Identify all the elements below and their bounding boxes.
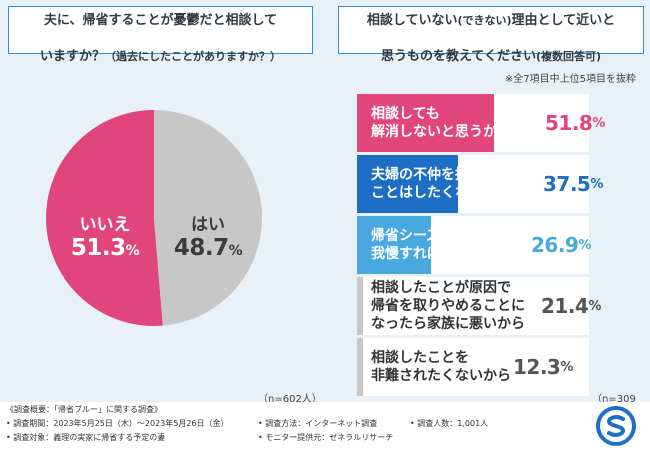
pie-label-yes: はい 48.7% [158,210,258,261]
bar-fill-1 [363,94,494,152]
survey-footer: 《調査概要：「帰省ブルー」に関する調査》 • 調査期間：2023年5月25日（木… [0,402,650,450]
pie-label-yes-value: 48.7 [173,235,229,261]
bar-row-4: 相談したことが原因で 帰省を取りやめることに なったら家族に悪いから 21.4% [357,277,601,335]
footer-target: • 調査対象：義理の実家に帰省する予定の妻 [6,433,166,442]
note-text: ※全7項目中上位5項目を抜粋 [504,74,636,85]
pie-label-no: いいえ 51.3% [60,210,150,261]
footer-title: 《調査概要：「帰省ブルー」に関する調査》 [6,405,162,414]
bar-fill-3 [363,216,431,274]
bar-value-1: 51.8% [545,111,605,135]
pie-label-no-unit: % [125,243,140,259]
bar-value-3: 26.9% [531,233,591,257]
right-question-line1: 相談していない [366,13,458,29]
footer-people: • 調査人数：1,001人 [410,419,489,428]
bar-row-1: 相談しても 解消しないと思うから 51.8% [357,94,605,152]
footer-period: • 調査期間：2023年5月25日（木）〜2023年5月26日（金） [6,419,229,428]
company-logo-icon [596,406,636,446]
pie-label-no-value: 51.3 [70,235,126,261]
right-question-line1-small: (できない) [457,14,512,28]
left-question-line2-small: （過去にしたことがありますか？） [105,49,281,63]
bar-label-2: 夫婦の不仲を招くような ことはしたくないから [371,166,525,201]
left-question-line1: 夫に、帰省することが憂鬱だと相談して [43,13,278,29]
pie-slice-no [45,110,163,326]
right-question-line1-rest: 理由として近いと [511,13,616,29]
pie-slice-yes [154,110,262,326]
right-question-line2: 思うものを教えてください [380,48,536,64]
right-question-box: 相談していない(できない)理由として近いと 思うものを教えてください(複数回答可… [338,6,644,64]
pie-label-yes-unit: % [228,243,243,259]
bar-label-3: 帰省シーズンだけ 我慢すれば済むから [371,227,497,262]
bar-row-3: 帰省シーズンだけ 我慢すれば済むから 26.9% [357,216,591,274]
bar-fill-2 [363,155,458,213]
footer-provider: • モニター提供元：ゼネラルリサーチ [258,433,394,442]
left-question-box: 夫に、帰省することが憂鬱だと相談して いますか？（過去にしたことがありますか？） [8,6,313,64]
bar-label-4: 相談したことが原因で 帰省を取りやめることに なったら家族に悪いから [371,279,525,333]
left-question-line2: いますか？ [39,48,105,64]
bar-label-5: 相談したことを 非難されたくないから [371,349,511,384]
pie-chart [45,110,262,326]
bar-value-4: 21.4% [541,294,601,318]
sample-size-left: （n=602人） [258,394,322,405]
bar-label-1: 相談しても 解消しないと思うから [371,105,511,140]
bar-row-5: 相談したことを 非難されたくないから 12.3% [357,338,589,396]
bar-value-2: 37.5% [543,172,603,196]
right-question-line2-small: (複数回答可) [535,49,602,63]
pie-label-no-name: いいえ [79,215,131,235]
pie-label-yes-name: はい [191,215,225,235]
footer-method: • 調査方法：インターネット調査 [258,419,378,428]
bar-row-2: 夫婦の不仲を招くような ことはしたくないから 37.5% [357,155,603,213]
bar-value-5: 12.3% [513,355,573,379]
